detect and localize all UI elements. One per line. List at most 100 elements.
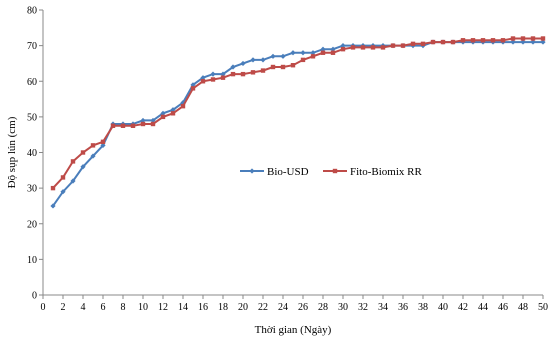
- data-point: [480, 38, 486, 43]
- data-point: [180, 103, 186, 109]
- data-point: [140, 117, 146, 124]
- data-point: [80, 150, 86, 155]
- data-point: [210, 71, 216, 77]
- data-point: [140, 121, 146, 127]
- x-tick-label: 22: [258, 302, 268, 313]
- series-2: [50, 36, 546, 191]
- data-point: [310, 50, 316, 56]
- y-tick-label: 80: [27, 6, 37, 17]
- data-point: [530, 39, 536, 45]
- x-tick-label: 8: [121, 302, 126, 313]
- data-point: [160, 114, 166, 120]
- data-point: [280, 64, 286, 70]
- data-point: [90, 153, 96, 159]
- data-point: [240, 71, 246, 77]
- legend-label: Bio-USD: [267, 166, 309, 178]
- data-point: [270, 64, 276, 70]
- data-point: [200, 75, 206, 81]
- x-tick-label: 28: [318, 302, 328, 313]
- data-point: [340, 43, 346, 49]
- y-tick-label: 20: [27, 219, 37, 230]
- data-point: [290, 50, 296, 56]
- axes: [39, 9, 544, 299]
- x-tick-label: 26: [298, 302, 308, 313]
- data-point: [290, 63, 296, 68]
- data-point: [320, 46, 326, 52]
- data-point: [100, 142, 106, 148]
- y-tick-label: 40: [27, 148, 37, 159]
- data-point: [540, 36, 546, 41]
- x-tick-label: 30: [338, 302, 348, 313]
- data-point: [160, 110, 166, 116]
- x-tick-label: 42: [458, 302, 468, 313]
- data-point: [220, 75, 226, 80]
- y-tick-label: 70: [27, 41, 37, 52]
- legend-swatch-marker: [249, 168, 255, 174]
- data-point: [370, 45, 376, 50]
- x-tick-label: 16: [198, 302, 208, 313]
- x-tick-label: 24: [278, 302, 288, 313]
- data-point: [190, 86, 196, 91]
- data-point: [170, 107, 176, 113]
- y-axis-title: Độ sụp lún (cm): [6, 116, 18, 188]
- data-point: [70, 178, 76, 184]
- data-point: [270, 53, 276, 59]
- series-layer: [50, 36, 546, 209]
- data-point: [330, 50, 336, 55]
- data-point: [60, 175, 66, 180]
- x-tick-label: 12: [158, 302, 168, 313]
- data-point: [530, 36, 536, 41]
- data-point: [400, 43, 406, 48]
- y-tick-label: 10: [27, 255, 37, 266]
- series-line: [52, 41, 543, 207]
- data-point: [310, 54, 316, 59]
- data-point: [520, 39, 526, 45]
- data-point: [380, 45, 386, 50]
- data-point: [450, 39, 456, 45]
- data-point: [500, 38, 506, 43]
- data-point: [250, 57, 256, 63]
- x-tick-label: 18: [218, 302, 228, 313]
- data-point: [190, 82, 196, 88]
- data-point: [80, 164, 86, 170]
- data-point: [300, 50, 306, 56]
- data-point: [180, 100, 186, 106]
- x-axis-title: Thời gian (Ngày): [255, 324, 332, 336]
- data-point: [120, 123, 126, 128]
- data-point: [50, 185, 56, 191]
- data-point: [360, 45, 366, 50]
- data-point: [170, 111, 176, 116]
- x-tick-label: 46: [498, 302, 508, 313]
- y-tick-label: 50: [27, 112, 37, 123]
- data-point: [520, 36, 526, 41]
- data-point: [350, 45, 356, 50]
- data-point: [280, 53, 286, 59]
- legend: Bio-USD Fito-Biomix RR: [240, 166, 422, 178]
- data-point: [470, 38, 476, 43]
- data-point: [240, 60, 246, 67]
- data-point: [340, 46, 346, 52]
- data-point: [150, 121, 156, 127]
- y-tick-label: 60: [27, 77, 37, 88]
- x-tick-label: 14: [178, 302, 188, 313]
- data-point: [540, 39, 546, 45]
- data-point: [250, 70, 256, 75]
- data-point: [300, 57, 306, 63]
- y-tick-label: 0: [32, 291, 37, 302]
- x-tick-label: 6: [101, 302, 106, 313]
- data-point: [440, 39, 446, 45]
- x-tick-label: 2: [61, 302, 66, 313]
- x-tick-label: 4: [81, 302, 86, 313]
- data-point: [460, 38, 466, 43]
- x-tick-label: 36: [398, 302, 408, 313]
- data-point: [320, 50, 326, 55]
- x-tick-label: 48: [518, 302, 528, 313]
- data-point: [210, 77, 216, 82]
- data-point: [50, 203, 56, 209]
- x-tick-label: 40: [438, 302, 448, 313]
- data-point: [390, 43, 396, 48]
- data-point: [90, 143, 96, 148]
